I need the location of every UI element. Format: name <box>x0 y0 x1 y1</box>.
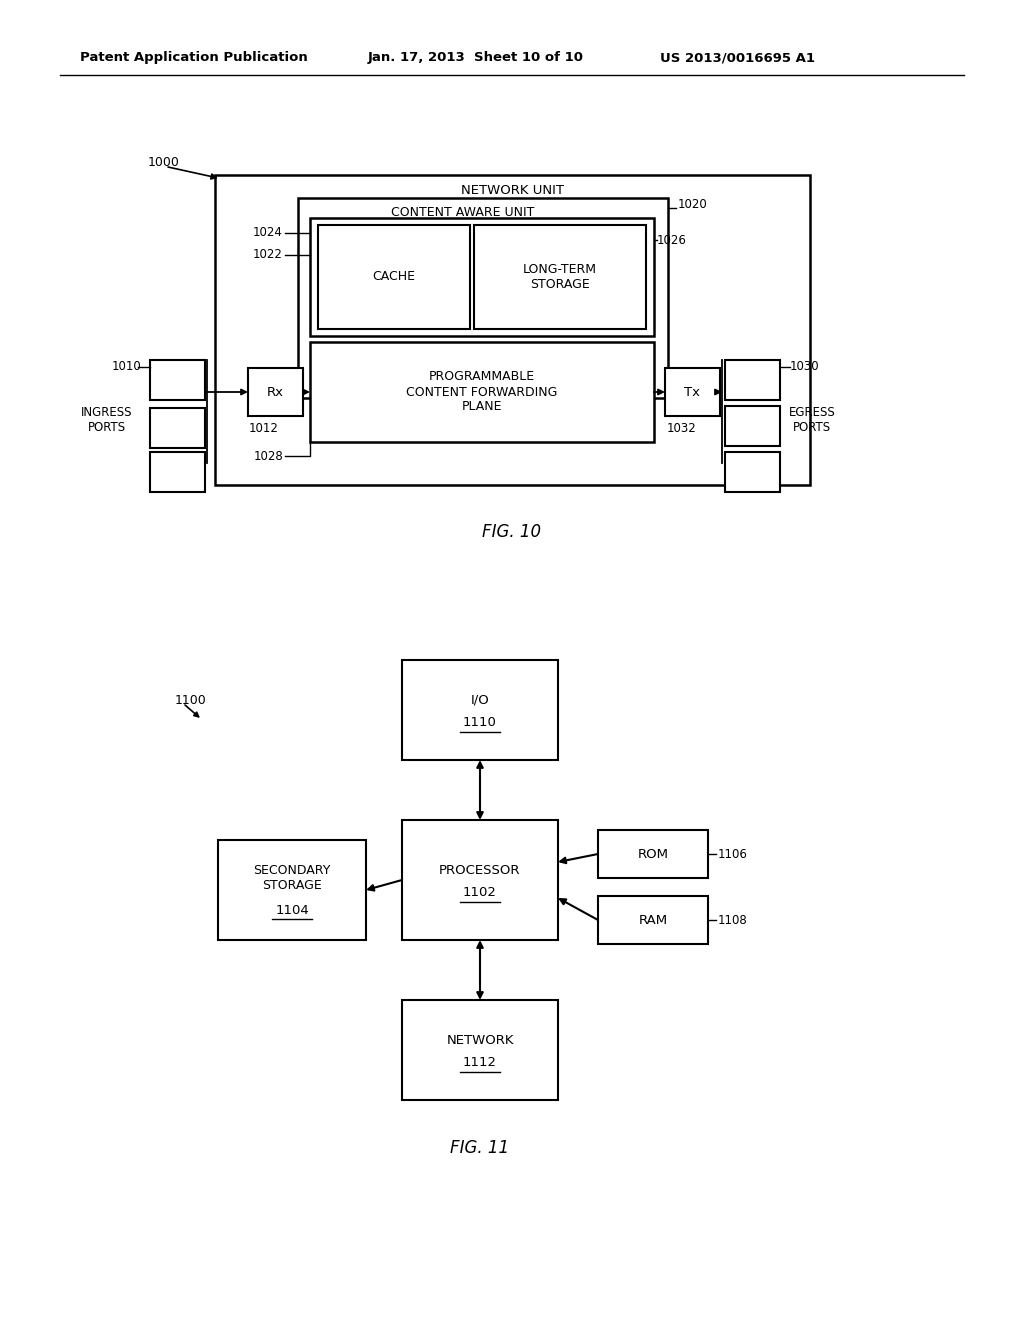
Text: 1108: 1108 <box>718 913 748 927</box>
Text: PROCESSOR: PROCESSOR <box>439 863 521 876</box>
Text: I/O: I/O <box>471 693 489 706</box>
Bar <box>150 360 205 400</box>
Text: Rx: Rx <box>267 385 284 399</box>
Text: Jan. 17, 2013  Sheet 10 of 10: Jan. 17, 2013 Sheet 10 of 10 <box>368 51 584 65</box>
Text: PROGRAMMABLE
CONTENT FORWARDING
PLANE: PROGRAMMABLE CONTENT FORWARDING PLANE <box>407 371 558 413</box>
Text: 1106: 1106 <box>718 847 748 861</box>
Text: Patent Application Publication: Patent Application Publication <box>80 51 308 65</box>
Text: 1030: 1030 <box>790 360 819 374</box>
Bar <box>598 830 708 878</box>
Text: 1112: 1112 <box>463 1056 497 1069</box>
Text: RAM: RAM <box>638 913 668 927</box>
Text: CONTENT AWARE UNIT: CONTENT AWARE UNIT <box>391 206 535 219</box>
Text: 1028: 1028 <box>253 450 283 462</box>
Text: 1102: 1102 <box>463 887 497 899</box>
Text: 1020: 1020 <box>678 198 708 211</box>
Text: CACHE: CACHE <box>373 271 416 284</box>
Bar <box>318 224 470 329</box>
Text: 1104: 1104 <box>275 903 309 916</box>
Text: Tx: Tx <box>684 385 700 399</box>
Text: ROM: ROM <box>638 847 669 861</box>
Bar <box>474 224 646 329</box>
Text: NETWORK: NETWORK <box>446 1034 514 1047</box>
Bar <box>725 407 780 446</box>
Text: FIG. 11: FIG. 11 <box>451 1139 510 1158</box>
Text: 1024: 1024 <box>253 227 283 239</box>
Bar <box>150 451 205 492</box>
Bar <box>150 408 205 447</box>
Bar <box>725 451 780 492</box>
Bar <box>310 342 654 442</box>
Text: LONG-TERM
STORAGE: LONG-TERM STORAGE <box>523 263 597 290</box>
Bar <box>402 660 558 760</box>
Bar <box>665 368 720 416</box>
Text: US 2013/0016695 A1: US 2013/0016695 A1 <box>660 51 815 65</box>
Bar <box>248 368 303 416</box>
Text: FIG. 10: FIG. 10 <box>482 523 542 541</box>
Text: 1026: 1026 <box>657 234 687 247</box>
Bar <box>402 1001 558 1100</box>
Text: 1100: 1100 <box>175 693 207 706</box>
Text: 1000: 1000 <box>148 157 180 169</box>
Bar <box>598 896 708 944</box>
Text: NETWORK UNIT: NETWORK UNIT <box>461 185 564 198</box>
Bar <box>298 198 668 399</box>
Text: 1022: 1022 <box>253 248 283 261</box>
Text: INGRESS
PORTS: INGRESS PORTS <box>81 407 133 434</box>
Text: SECONDARY
STORAGE: SECONDARY STORAGE <box>253 865 331 892</box>
Bar <box>725 360 780 400</box>
Bar <box>402 820 558 940</box>
Text: 1012: 1012 <box>249 421 279 434</box>
Text: 1110: 1110 <box>463 717 497 730</box>
Text: 1032: 1032 <box>667 421 697 434</box>
Bar <box>218 840 366 940</box>
Bar <box>310 218 654 337</box>
Bar <box>215 176 810 484</box>
Text: EGRESS
PORTS: EGRESS PORTS <box>788 407 836 434</box>
Text: 1010: 1010 <box>112 360 141 374</box>
